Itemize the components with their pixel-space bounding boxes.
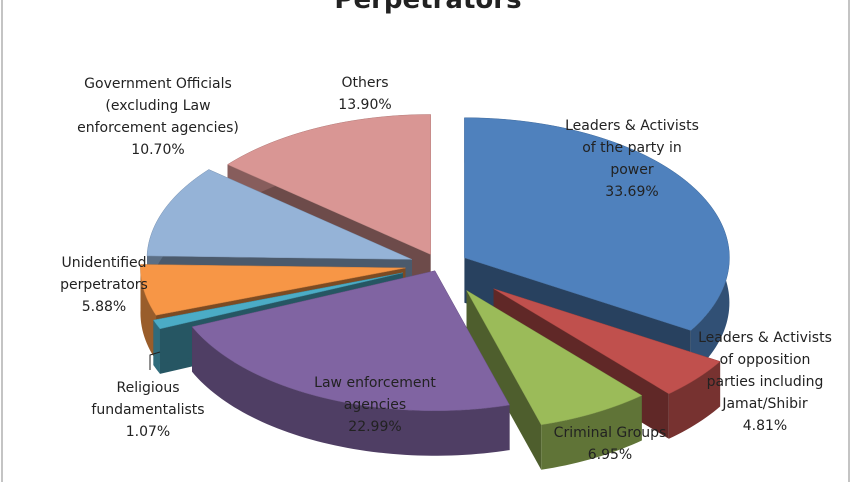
slice bbox=[152, 272, 403, 330]
category-label-line: of the party in bbox=[582, 140, 682, 156]
value-label: 13.90% bbox=[338, 97, 391, 113]
category-label-line: fundamentalists bbox=[91, 402, 204, 418]
slice-side bbox=[153, 320, 160, 374]
category-label-line: (excluding Law bbox=[105, 98, 210, 114]
value-label: 33.69% bbox=[605, 184, 658, 200]
category-label: Others bbox=[341, 75, 388, 91]
slice-side bbox=[192, 326, 510, 456]
category-label-line: Unidentified bbox=[61, 255, 146, 271]
value-label: 5.88% bbox=[82, 299, 126, 315]
sides bbox=[140, 114, 730, 470]
value-label: 10.70% bbox=[131, 142, 184, 158]
category-label: Religious fundamentalists bbox=[91, 380, 204, 418]
category-label: Criminal Groups bbox=[554, 425, 667, 441]
value-label: 22.99% bbox=[348, 419, 401, 435]
leader-line bbox=[149, 351, 161, 370]
slice-side bbox=[668, 361, 721, 439]
category-label-line: Others bbox=[341, 75, 388, 91]
category-label-line: Religious bbox=[117, 380, 180, 396]
category-label-line: perpetrators bbox=[60, 277, 148, 293]
category-label: Unidentified perpetrators bbox=[60, 255, 148, 293]
slice bbox=[146, 169, 413, 260]
value-label: 4.81% bbox=[743, 418, 787, 434]
slice bbox=[464, 117, 730, 331]
chart-title: Perpetrators bbox=[334, 0, 521, 15]
category-label-line: Leaders & Activists bbox=[698, 330, 832, 346]
slice bbox=[191, 270, 510, 411]
slice bbox=[140, 264, 406, 316]
category-label-line: Criminal Groups bbox=[554, 425, 667, 441]
value-label: 1.07% bbox=[126, 424, 170, 440]
slice bbox=[493, 288, 721, 395]
category-label-line: Government Officials bbox=[84, 76, 232, 92]
category-label-line: Jamat/Shibir bbox=[721, 396, 808, 412]
slice-side bbox=[541, 395, 642, 470]
category-label: Law enforcement agencies bbox=[314, 375, 436, 413]
category-label-line: enforcement agencies) bbox=[77, 120, 239, 136]
category-label: Government Officials (excluding Law enforc… bbox=[77, 76, 239, 136]
category-label-line: Leaders & Activists bbox=[565, 118, 699, 134]
slice bbox=[465, 289, 643, 426]
labels: Leaders & Activists of the party in power 3… bbox=[60, 75, 832, 463]
slice bbox=[227, 114, 431, 255]
category-label: Leaders & Activists of the party in power bbox=[565, 118, 699, 178]
value-label: 6.95% bbox=[588, 447, 632, 463]
category-label: Leaders & Activists of opposition parties … bbox=[698, 330, 832, 412]
category-label-line: of opposition bbox=[720, 352, 811, 368]
slice-side bbox=[466, 290, 542, 470]
category-label-line: power bbox=[610, 162, 654, 178]
category-label-line: agencies bbox=[344, 397, 406, 413]
category-label-line: parties including bbox=[707, 374, 824, 390]
category-label-line: Law enforcement bbox=[314, 375, 436, 391]
slice-side bbox=[140, 264, 157, 361]
